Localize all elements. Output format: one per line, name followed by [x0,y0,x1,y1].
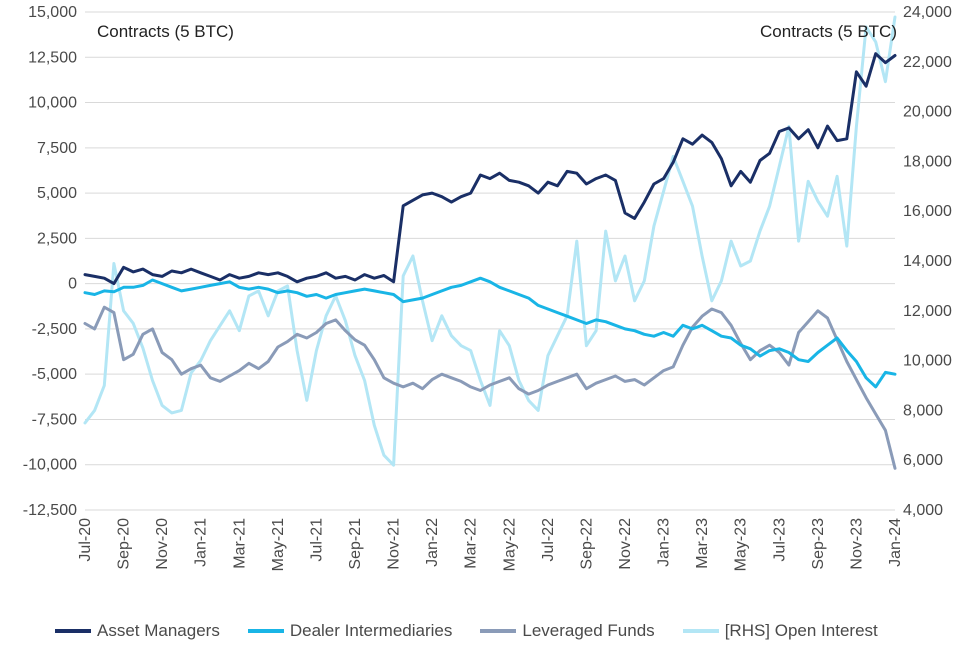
svg-text:-2,500: -2,500 [32,321,77,338]
left-axis-title: Contracts (5 BTC) [97,22,234,42]
svg-text:-5,000: -5,000 [32,366,77,383]
svg-text:8,000: 8,000 [903,402,943,419]
svg-text:15,000: 15,000 [28,4,77,21]
legend-item-dealer: Dealer Intermediaries [248,621,453,641]
svg-text:6,000: 6,000 [903,452,943,469]
svg-text:-12,500: -12,500 [23,502,77,519]
svg-text:Sep-21: Sep-21 [347,518,364,570]
svg-text:-10,000: -10,000 [23,457,77,474]
svg-text:May-22: May-22 [501,518,518,571]
right-axis-title: Contracts (5 BTC) [760,22,897,42]
svg-text:20,000: 20,000 [903,104,952,121]
svg-text:12,500: 12,500 [28,49,77,66]
svg-text:Jul-22: Jul-22 [540,518,557,562]
svg-text:Jul-20: Jul-20 [77,518,94,562]
svg-text:Mar-21: Mar-21 [231,518,248,569]
svg-text:24,000: 24,000 [903,4,952,21]
chart-container: -12,500 -10,000 -7,500 -5,000 -2,500 0 2,500 5,… [0,0,972,651]
svg-text:May-21: May-21 [270,518,287,571]
svg-text:14,000: 14,000 [903,253,952,270]
svg-text:10,000: 10,000 [903,353,952,370]
svg-text:Jan-24: Jan-24 [887,518,904,567]
legend-swatch [480,629,516,633]
svg-text:Nov-20: Nov-20 [154,518,171,570]
svg-text:4,000: 4,000 [903,502,943,519]
legend-item-asset-managers: Asset Managers [55,621,220,641]
legend-swatch [55,629,91,633]
svg-text:Nov-21: Nov-21 [386,518,403,570]
svg-text:Sep-23: Sep-23 [810,518,827,570]
svg-text:Jan-23: Jan-23 [656,518,673,567]
svg-text:2,500: 2,500 [37,230,77,247]
svg-text:Sep-22: Sep-22 [578,518,595,570]
legend-label: Dealer Intermediaries [290,621,453,641]
svg-text:Jan-22: Jan-22 [424,518,441,567]
svg-text:Mar-22: Mar-22 [463,518,480,569]
legend: Asset Managers Dealer Intermediaries Lev… [55,621,878,641]
legend-label: Leveraged Funds [522,621,654,641]
legend-swatch [683,629,719,633]
svg-text:-7,500: -7,500 [32,411,77,428]
legend-label: [RHS] Open Interest [725,621,878,641]
svg-text:Nov-23: Nov-23 [848,518,865,570]
svg-text:16,000: 16,000 [903,203,952,220]
legend-label: Asset Managers [97,621,220,641]
legend-swatch [248,629,284,633]
svg-text:18,000: 18,000 [903,153,952,170]
svg-text:Sep-20: Sep-20 [116,518,133,570]
legend-item-open-interest: [RHS] Open Interest [683,621,878,641]
legend-item-leveraged: Leveraged Funds [480,621,654,641]
svg-text:7,500: 7,500 [37,140,77,157]
svg-text:Jan-21: Jan-21 [193,518,210,567]
svg-text:0: 0 [68,276,77,293]
svg-text:10,000: 10,000 [28,95,77,112]
svg-text:May-23: May-23 [733,518,750,571]
chart-svg: -12,500 -10,000 -7,500 -5,000 -2,500 0 2,500 5,… [0,0,972,651]
svg-text:Nov-22: Nov-22 [617,518,634,570]
svg-text:22,000: 22,000 [903,54,952,71]
svg-text:Jul-21: Jul-21 [308,518,325,562]
svg-text:12,000: 12,000 [903,303,952,320]
svg-text:Mar-23: Mar-23 [694,518,711,569]
svg-text:5,000: 5,000 [37,185,77,202]
svg-text:Jul-23: Jul-23 [771,518,788,562]
